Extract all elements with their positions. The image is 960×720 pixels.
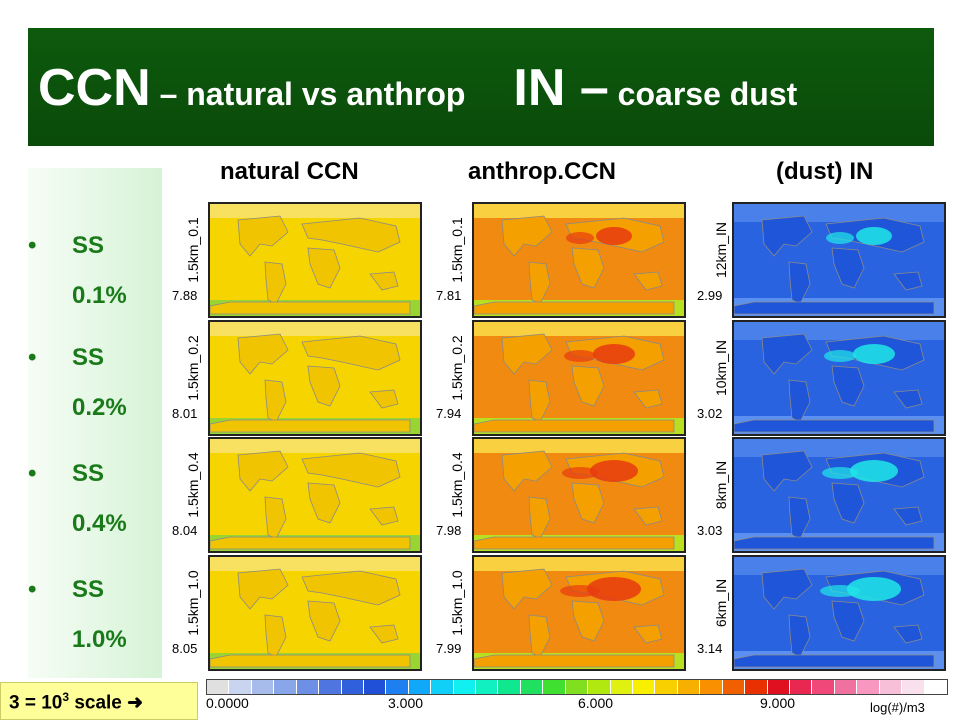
color-scale-bar [206, 679, 948, 695]
map-panel [208, 555, 422, 671]
map-panel [472, 555, 686, 671]
map-panel [732, 320, 946, 436]
panel-max-value: 3.03 [697, 523, 723, 538]
scale-note: 3 = 103 scale ➜ [9, 690, 143, 714]
panel-max-value: 7.99 [436, 641, 462, 656]
colorbar-tick-label: 9.000 [760, 695, 796, 711]
bullet-value: 0.4% [72, 510, 127, 537]
map-panel [208, 320, 422, 436]
panel-label: 1.5km_0.2 [449, 335, 465, 401]
bullet-label: SS [72, 344, 105, 371]
panel-max-value: 3.14 [697, 641, 723, 656]
map-panel [732, 437, 946, 553]
title-ccn-subtitle: – natural vs anthrop [150, 76, 466, 112]
slide-title: CCN – natural vs anthrop IN – coarse dust [38, 58, 797, 118]
panel-max-value: 8.05 [172, 641, 198, 656]
world-map-image [210, 439, 420, 551]
title-in: IN – [513, 59, 609, 117]
world-map-image [210, 204, 420, 316]
bullet-value: 0.1% [72, 282, 127, 309]
scale-note-lhs: 3 = 10 [9, 692, 63, 714]
panel-max-value: 8.01 [172, 406, 198, 421]
scale-note-rhs: scale [69, 692, 122, 714]
panel-label: 1.5km_0.4 [449, 452, 465, 518]
panel-label: 1.5km_0.1 [449, 217, 465, 283]
bullet-dot-icon: • [28, 232, 37, 259]
world-map-image [474, 204, 684, 316]
world-map-image [734, 557, 944, 669]
world-map-image [210, 322, 420, 434]
bullet-value: 1.0% [72, 626, 127, 653]
colorbar-tick-label: 0.0000 [206, 695, 249, 711]
colorbar-tick-label: 3.000 [388, 695, 424, 711]
scale-note-exponent: 3 [62, 690, 70, 704]
supersaturation-list: • SS 0.1% • SS 0.2% • SS 0.4% • SS 1.0% [28, 168, 162, 678]
map-panel [208, 437, 422, 553]
column-header-dust: (dust) IN [776, 158, 874, 185]
panel-label: 1.5km_1.0 [449, 570, 465, 636]
column-header-anthrop: anthrop.CCN [468, 158, 616, 185]
bullet-dot-icon: • [28, 576, 37, 603]
map-panel [472, 202, 686, 318]
panel-max-value: 7.94 [436, 406, 462, 421]
scale-note-box: 3 = 103 scale ➜ [0, 682, 198, 720]
panel-label: 1.5km_0.4 [185, 452, 201, 518]
bullet-dot-icon: • [28, 460, 37, 487]
map-panel [732, 202, 946, 318]
column-header-natural: natural CCN [220, 158, 359, 185]
panel-label: 1.5km_0.2 [185, 335, 201, 401]
panel-label: 12km_IN [713, 221, 729, 279]
world-map-image [734, 439, 944, 551]
map-panel [472, 437, 686, 553]
panel-label: 6km_IN [713, 578, 729, 628]
panel-max-value: 7.98 [436, 523, 462, 538]
panel-max-value: 7.88 [172, 288, 198, 303]
panel-label: 8km_IN [713, 460, 729, 510]
bullet-label: SS [72, 460, 105, 487]
panel-max-value: 7.81 [436, 288, 462, 303]
panel-label: 1.5km_1.0 [185, 570, 201, 636]
panel-max-value: 2.99 [697, 288, 723, 303]
map-panel [732, 555, 946, 671]
panel-label: 1.5km_0.1 [185, 217, 201, 283]
bullet-value: 0.2% [72, 394, 127, 421]
world-map-image [734, 322, 944, 434]
world-map-image [474, 557, 684, 669]
world-map-image [474, 439, 684, 551]
map-panel [208, 202, 422, 318]
title-ccn: CCN [38, 59, 151, 117]
colorbar-units: log(#)/m3 [870, 700, 925, 715]
panel-max-value: 8.04 [172, 523, 198, 538]
world-map-image [210, 557, 420, 669]
panel-max-value: 3.02 [697, 406, 723, 421]
colorbar-tick-label: 6.000 [578, 695, 614, 711]
panel-label: 10km_IN [713, 339, 729, 397]
world-map-image [474, 322, 684, 434]
bullet-label: SS [72, 576, 105, 603]
title-banner: CCN – natural vs anthrop IN – coarse dust [28, 28, 934, 146]
bullet-dot-icon: • [28, 344, 37, 371]
world-map-image [734, 204, 944, 316]
right-arrow-icon: ➜ [127, 692, 144, 714]
map-panel [472, 320, 686, 436]
bullet-label: SS [72, 232, 105, 259]
title-in-subtitle: coarse dust [608, 76, 798, 112]
